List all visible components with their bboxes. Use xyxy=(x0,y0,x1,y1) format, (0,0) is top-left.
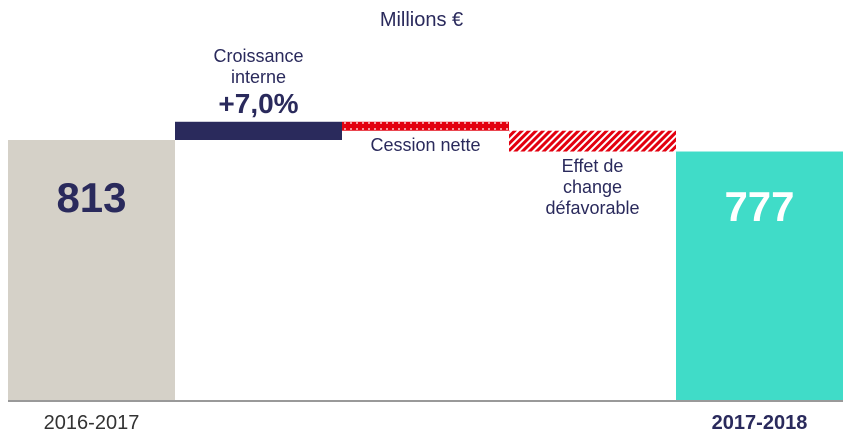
chart-title: Millions € xyxy=(379,9,464,31)
value-label: 813 xyxy=(56,173,127,221)
growth-label: +7,0% xyxy=(218,87,299,119)
bar xyxy=(676,151,843,400)
x-label: 2016-2017 xyxy=(43,412,140,434)
category-label-group: Effet de change défavorable xyxy=(509,156,676,219)
x-label: 2017-2018 xyxy=(711,412,808,434)
bar xyxy=(175,121,342,140)
category-label-group: Cession nette xyxy=(342,135,509,156)
category-label: Cession nette xyxy=(370,134,481,155)
bar xyxy=(509,130,676,152)
category-label: Croissance interne xyxy=(213,45,304,87)
bar xyxy=(342,121,509,131)
category-label: Effet de change défavorable xyxy=(545,155,640,218)
value-label: 777 xyxy=(724,183,795,231)
bar xyxy=(8,140,175,400)
growth-label-group: Croissance interne +7,0% xyxy=(175,46,342,120)
